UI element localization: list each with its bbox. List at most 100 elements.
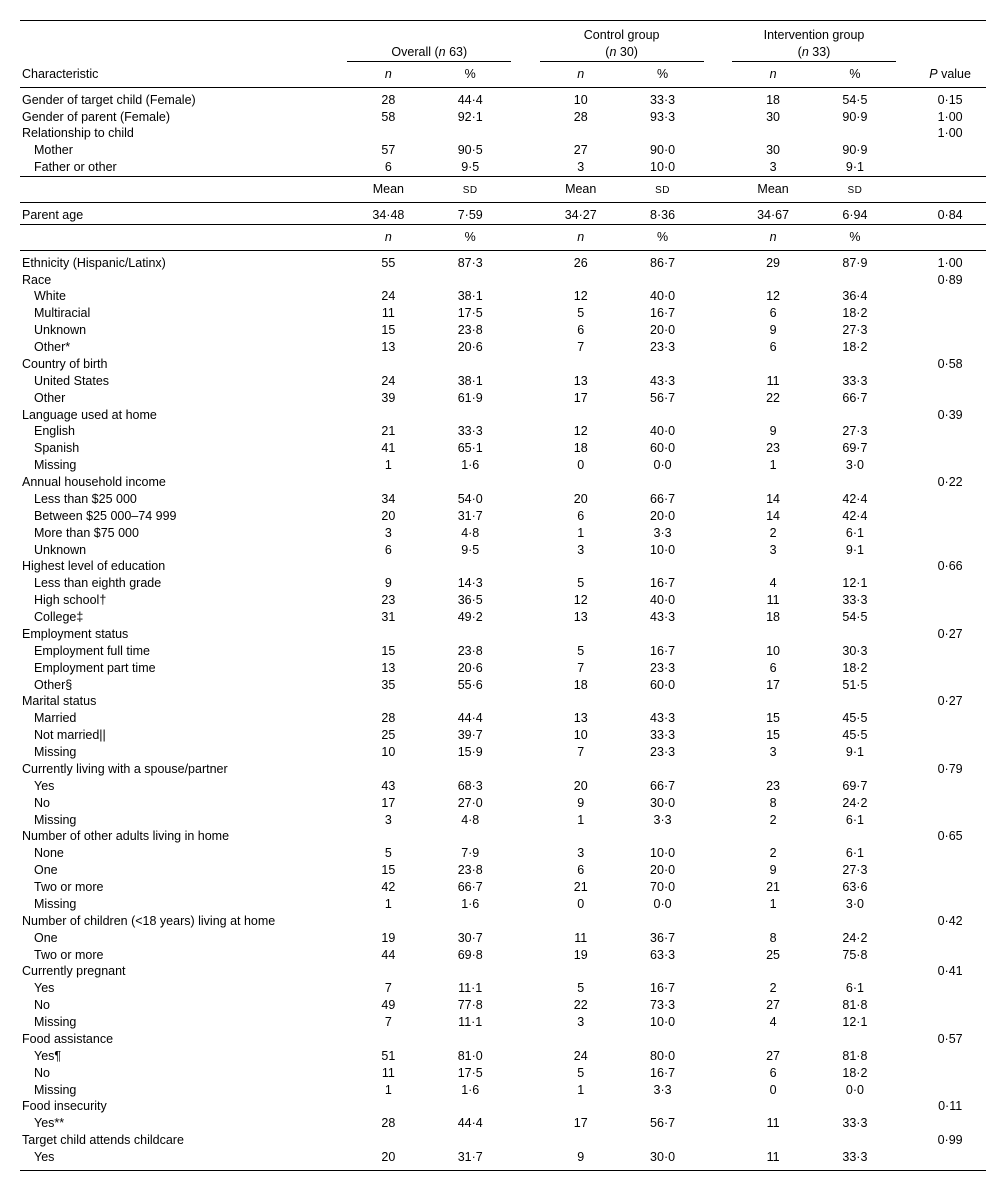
- row-label: One: [20, 930, 337, 947]
- table-row: None57·9310·026·1: [20, 845, 986, 862]
- table-row: Less than eighth grade914·3516·7412·1: [20, 575, 986, 592]
- table-row: Yes¶5181·02480·02781·8: [20, 1048, 986, 1065]
- control-header-2: (n 30): [540, 44, 704, 61]
- table-row: Employment part time1320·6723·3618·2: [20, 660, 986, 677]
- row-label: Parent age: [20, 207, 337, 224]
- control-header-1: Control group: [540, 27, 704, 44]
- row-label: English: [20, 423, 337, 440]
- subheader-row: MeanSDMeanSDMeanSD: [20, 181, 986, 198]
- row-label: Number of other adults living in home: [20, 828, 337, 845]
- row-label: Employment full time: [20, 643, 337, 660]
- row-label: Gender of target child (Female): [20, 92, 337, 109]
- table-row: Spanish4165·11860·02369·7: [20, 440, 986, 457]
- table-row: Food insecurity0·11: [20, 1098, 986, 1115]
- table-row: Yes**2844·41756·71133·3: [20, 1115, 986, 1132]
- table-row: One1930·71136·7824·2: [20, 930, 986, 947]
- table-row: Unknown1523·8620·0927·3: [20, 322, 986, 339]
- table-row: Other3961·91756·72266·7: [20, 390, 986, 407]
- row-label: Country of birth: [20, 356, 337, 373]
- col-pvalue: P value: [914, 66, 986, 83]
- table-row: Two or more4266·72170·02163·6: [20, 879, 986, 896]
- row-label: Other: [20, 390, 337, 407]
- row-label: Other§: [20, 677, 337, 694]
- row-label: Gender of parent (Female): [20, 109, 337, 126]
- table-row: Food assistance0·57: [20, 1031, 986, 1048]
- table-body: Gender of target child (Female)2844·4103…: [20, 92, 986, 1166]
- row-label: Food assistance: [20, 1031, 337, 1048]
- row-label: Missing: [20, 457, 337, 474]
- row-label: White: [20, 288, 337, 305]
- row-label: Multiracial: [20, 305, 337, 322]
- table-row: Not married||2539·71033·31545·5: [20, 727, 986, 744]
- table-row: Gender of target child (Female)2844·4103…: [20, 92, 986, 109]
- col-pct-overall: %: [429, 66, 511, 83]
- subheader-row: n%n%n%: [20, 229, 986, 246]
- col-pct-interv: %: [814, 66, 896, 83]
- col-pct-control: %: [622, 66, 704, 83]
- table-row: Currently living with a spouse/partner0·…: [20, 761, 986, 778]
- table-row: Relationship to child1·00: [20, 125, 986, 142]
- table-row: Between $25 000–74 9992031·7620·01442·4: [20, 508, 986, 525]
- table-row: Less than $25 0003454·02066·71442·4: [20, 491, 986, 508]
- row-label: Relationship to child: [20, 125, 337, 142]
- table-row: Yes2031·7930·01133·3: [20, 1149, 986, 1166]
- row-label: United States: [20, 373, 337, 390]
- table-row: Employment full time1523·8516·71030·3: [20, 643, 986, 660]
- table-row: Missing11·600·013·0: [20, 896, 986, 913]
- row-label: Yes: [20, 778, 337, 795]
- row-label: Number of children (<18 years) living at…: [20, 913, 337, 930]
- row-label: Missing: [20, 1014, 337, 1031]
- row-label: Other*: [20, 339, 337, 356]
- table-row: Missing11·600·013·0: [20, 457, 986, 474]
- row-label: Spanish: [20, 440, 337, 457]
- table-row: Missing711·1310·0412·1: [20, 1014, 986, 1031]
- table-row: Race0·89: [20, 272, 986, 289]
- table-row: High school†2336·51240·01133·3: [20, 592, 986, 609]
- row-label: Yes: [20, 1149, 337, 1166]
- table-row: Other§3555·61860·01751·5: [20, 677, 986, 694]
- table-row: Married2844·41343·31545·5: [20, 710, 986, 727]
- table-row: Missing1015·9723·339·1: [20, 744, 986, 761]
- row-label: One: [20, 862, 337, 879]
- row-label: Missing: [20, 744, 337, 761]
- row-label: Missing: [20, 896, 337, 913]
- table-row: Country of birth0·58: [20, 356, 986, 373]
- table-row: Missing34·813·326·1: [20, 812, 986, 829]
- table-row: Language used at home0·39: [20, 407, 986, 424]
- row-label: Employment status: [20, 626, 337, 643]
- row-label: Between $25 000–74 999: [20, 508, 337, 525]
- table-row: Gender of parent (Female)5892·12893·3309…: [20, 109, 986, 126]
- table-row: Currently pregnant0·41: [20, 963, 986, 980]
- row-label: Not married||: [20, 727, 337, 744]
- table-row: College‡3149·21343·31854·5: [20, 609, 986, 626]
- row-label: Employment part time: [20, 660, 337, 677]
- col-n-control: n: [540, 66, 622, 83]
- table-row: Missing11·613·300·0: [20, 1082, 986, 1099]
- table-row: No1117·5516·7618·2: [20, 1065, 986, 1082]
- row-label: Less than eighth grade: [20, 575, 337, 592]
- intervention-header-1: Intervention group: [732, 27, 896, 44]
- overall-header: Overall (n 63): [347, 27, 511, 61]
- row-label: No: [20, 795, 337, 812]
- row-label: Yes¶: [20, 1048, 337, 1065]
- table-row: English2133·31240·0927·3: [20, 423, 986, 440]
- row-label: Ethnicity (Hispanic/Latinx): [20, 255, 337, 272]
- table-row: Multiracial1117·5516·7618·2: [20, 305, 986, 322]
- row-label: Race: [20, 272, 337, 289]
- table-row: Mother5790·52790·03090·9: [20, 142, 986, 159]
- row-label: Marital status: [20, 693, 337, 710]
- row-label: More than $75 000: [20, 525, 337, 542]
- table-row: Parent age34·487·5934·278·3634·676·940·8…: [20, 207, 986, 224]
- row-label: Highest level of education: [20, 558, 337, 575]
- table-row: Other*1320·6723·3618·2: [20, 339, 986, 356]
- table-row: Number of children (<18 years) living at…: [20, 913, 986, 930]
- row-label: Married: [20, 710, 337, 727]
- table-row: White2438·11240·01236·4: [20, 288, 986, 305]
- table-row: No4977·82273·32781·8: [20, 997, 986, 1014]
- row-label: Missing: [20, 812, 337, 829]
- row-label: Missing: [20, 1082, 337, 1099]
- row-label: Annual household income: [20, 474, 337, 491]
- row-label: Currently living with a spouse/partner: [20, 761, 337, 778]
- row-label: Yes: [20, 980, 337, 997]
- row-label: Two or more: [20, 879, 337, 896]
